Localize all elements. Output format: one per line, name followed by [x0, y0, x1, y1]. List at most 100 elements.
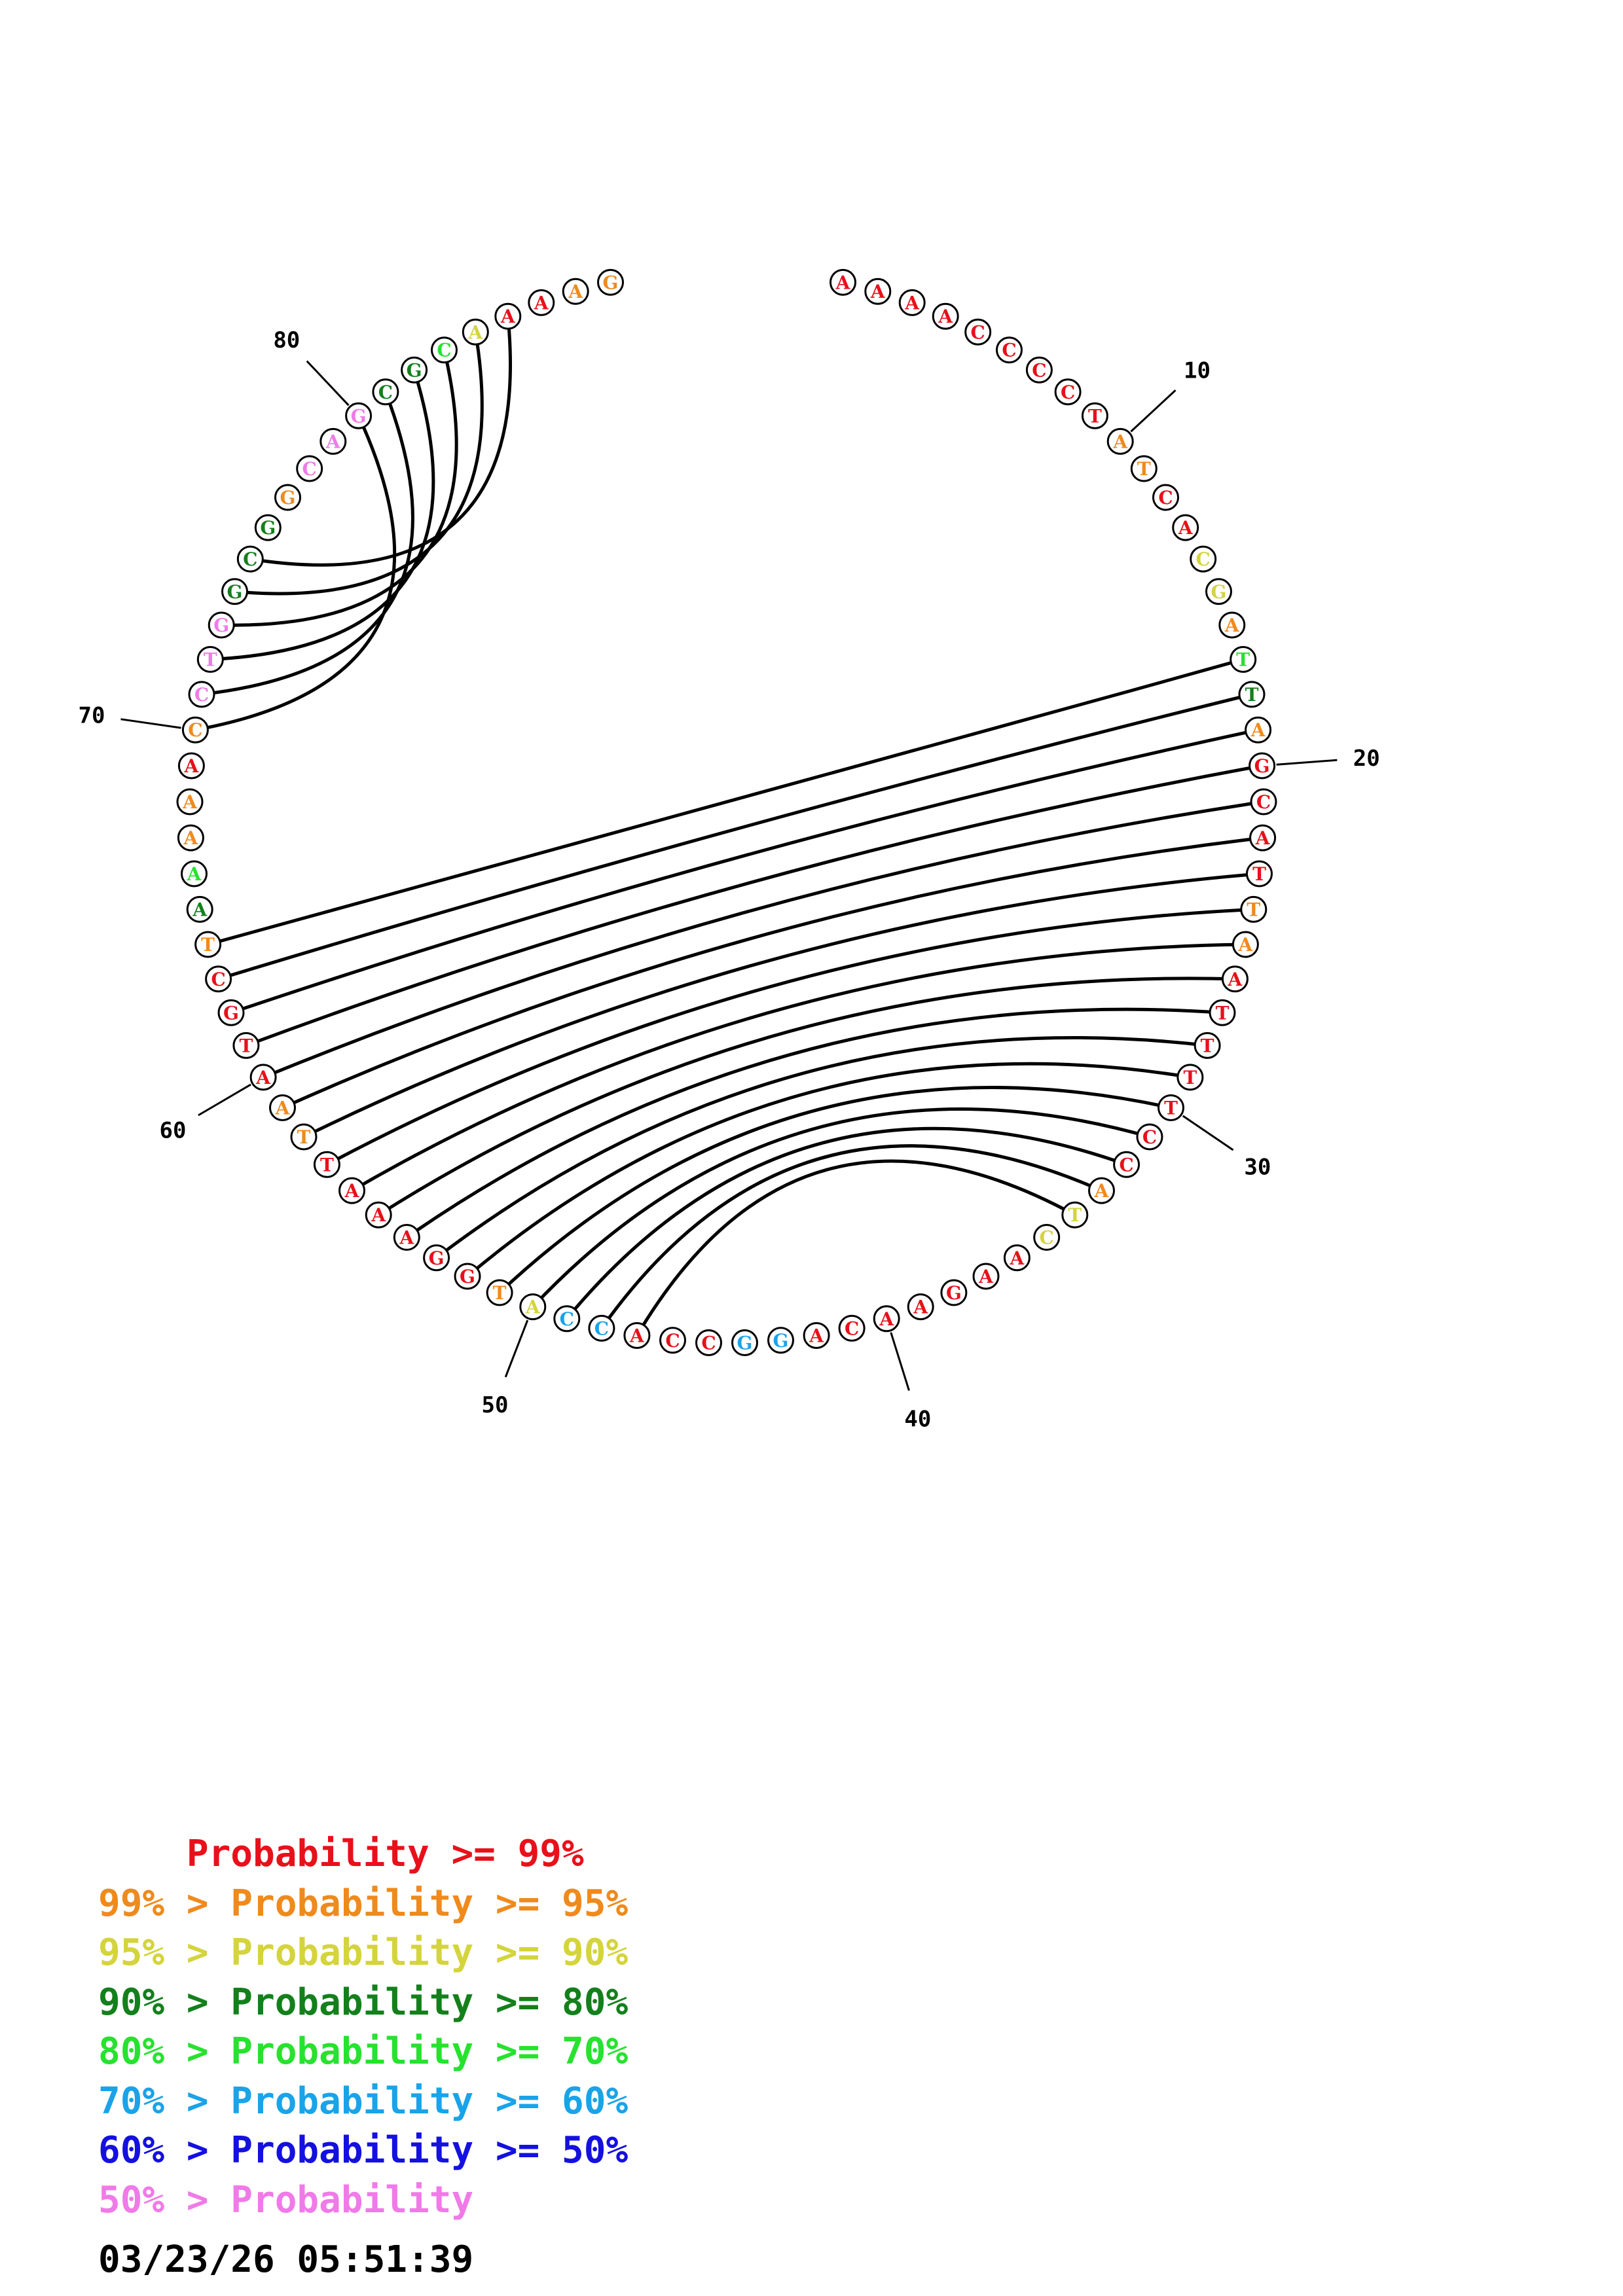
nucleotide-base: G — [407, 359, 422, 381]
nucleotide: T — [1230, 646, 1257, 673]
nucleotide-circle — [177, 824, 204, 852]
nucleotide: A — [177, 824, 204, 852]
nucleotide: C — [553, 1305, 581, 1333]
nucleotide: G — [597, 268, 624, 296]
nucleotide-base: A — [1238, 934, 1254, 956]
nucleotide-circle — [695, 1329, 722, 1356]
nucleotide-circle — [1230, 646, 1257, 673]
nucleotide-circle — [519, 1293, 547, 1321]
nucleotide-base: G — [260, 517, 276, 539]
base-pair-arc — [466, 1062, 1191, 1278]
nucleotide: C — [1033, 1224, 1061, 1251]
nucleotide-circle — [1176, 1064, 1204, 1091]
nucleotide-circle — [1190, 545, 1217, 573]
nucleotide-circle — [313, 1151, 340, 1178]
nucleotide-circle — [803, 1322, 830, 1349]
nucleotide-circle — [454, 1263, 481, 1290]
nucleotide-circle — [1158, 1094, 1184, 1121]
nucleotide-base: C — [194, 684, 209, 706]
nucleotide: C — [1136, 1123, 1163, 1151]
nucleotide: G — [731, 1329, 758, 1356]
position-label: 60 — [160, 1118, 187, 1144]
nucleotide-circle — [1136, 1123, 1163, 1151]
legend-entry: 70% > Probability >= 60% — [98, 2079, 629, 2123]
nucleotide: C — [296, 455, 323, 482]
nucleotide-base: C — [188, 719, 202, 741]
nucleotide-circle — [1130, 455, 1158, 482]
nucleotide-circle — [1106, 427, 1134, 455]
legend-entry: Probability >= 99% — [98, 1833, 584, 1875]
nucleotide-base: T — [1088, 405, 1102, 427]
nucleotide: T — [196, 646, 224, 673]
nucleotide: T — [1240, 895, 1267, 923]
nucleotide: T — [1209, 999, 1236, 1026]
nucleotide-circle — [623, 1322, 651, 1349]
nucleotide-circle — [873, 1305, 900, 1333]
nucleotide-base: T — [1236, 649, 1250, 671]
nucleotide-base: A — [1178, 517, 1194, 539]
nucleotide-base: A — [344, 1180, 360, 1202]
nucleotide-base: A — [183, 827, 199, 849]
base-pair-arc — [201, 391, 414, 696]
nucleotide-circle — [767, 1327, 794, 1354]
nucleotide-circle — [1061, 1201, 1089, 1229]
nucleotide: A — [528, 289, 555, 316]
nucleotide-base: T — [201, 934, 215, 956]
nucleotide-base: C — [1119, 1154, 1133, 1175]
nucleotide-base: A — [870, 281, 886, 302]
nucleotide-base: A — [835, 272, 851, 293]
nucleotide-base: A — [978, 1266, 994, 1287]
nucleotide: C — [1152, 484, 1179, 511]
nucleotide-circle — [996, 336, 1023, 364]
nucleotide: T — [290, 1123, 318, 1151]
legend-entry: 99% > Probability >= 95% — [98, 1882, 629, 1925]
nucleotide-base: T — [1201, 1035, 1214, 1056]
nucleotide: A — [562, 278, 589, 305]
nucleotide-base: C — [211, 969, 225, 990]
nucleotide: G — [423, 1244, 450, 1272]
nucleotide-base: T — [493, 1282, 507, 1304]
nucleotide-circle — [208, 611, 235, 639]
nucleotide: A — [186, 895, 213, 923]
position-tick — [1130, 389, 1176, 433]
base-pair-arc — [531, 1107, 1150, 1308]
nucleotide: A — [830, 268, 856, 296]
legend-entry: 60% > Probability >= 50% — [98, 2129, 629, 2172]
nucleotide-base: A — [1250, 719, 1266, 741]
base-pair-arc — [207, 658, 1244, 946]
nucleotide-circle — [731, 1329, 758, 1356]
position-label: 50 — [482, 1392, 509, 1418]
base-pair-arc — [635, 1159, 1076, 1336]
nucleotide-circle — [1221, 965, 1249, 993]
nucleotide-circle — [176, 788, 204, 816]
nucleotide: C — [188, 681, 215, 708]
nucleotide-circle — [181, 860, 208, 888]
nucleotide-circle — [1209, 999, 1236, 1026]
position-label: 10 — [1184, 358, 1211, 384]
nucleotide: A — [1245, 716, 1272, 744]
nucleotide: G — [221, 578, 248, 605]
nucleotide-base: T — [1164, 1098, 1178, 1119]
nucleotide-base: G — [351, 405, 367, 427]
nucleotide-base: C — [1142, 1126, 1157, 1148]
nucleotide-circle — [932, 302, 959, 330]
nucleotide: A — [864, 278, 892, 305]
nucleotide-base: G — [213, 615, 229, 636]
nucleotide-circle — [338, 1177, 365, 1204]
nucleotide-circle — [1025, 356, 1053, 384]
nucleotide-circle — [319, 427, 347, 455]
nucleotide-base: C — [378, 382, 393, 403]
nucleotide: C — [431, 336, 458, 364]
nucleotide-base: A — [371, 1204, 386, 1226]
nucleotide-base: T — [1216, 1002, 1230, 1024]
legend-entry: 90% > Probability >= 80% — [98, 1981, 629, 2024]
nucleotide-circle — [562, 278, 589, 305]
nucleotide: T — [1246, 860, 1273, 888]
nucleotide-circle — [553, 1305, 581, 1333]
nucleotide-circle — [1003, 1244, 1030, 1272]
nucleotide: A — [181, 860, 208, 888]
nucleotide: T — [1081, 402, 1108, 429]
nucleotide: G — [401, 356, 428, 384]
base-pair-arc — [249, 315, 512, 567]
nucleotide-circle — [1249, 752, 1276, 780]
